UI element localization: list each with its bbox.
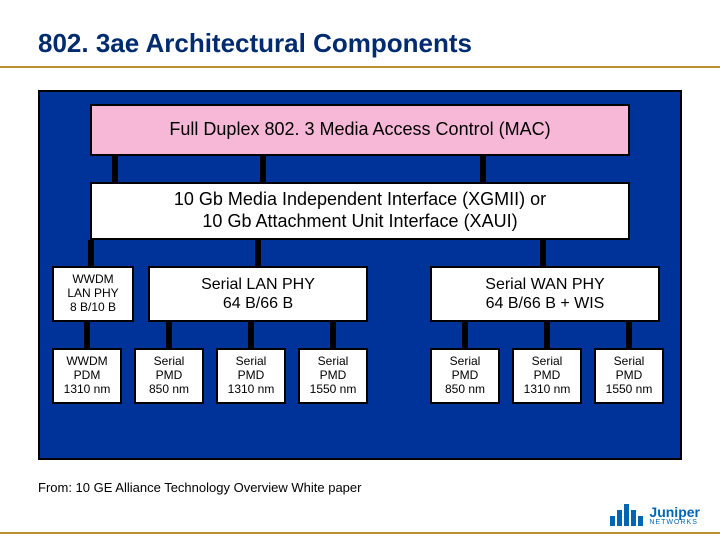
connector [112,156,118,182]
architecture-diagram: Full Duplex 802. 3 Media Access Control … [38,90,682,460]
serial-wan-l2: 64 B/66 B + WIS [485,294,604,313]
sw1310-wave: 1310 nm [524,383,571,397]
sp1550-wave: 1550 nm [310,383,357,397]
sw850-wave: 850 nm [445,383,485,397]
connector [255,240,261,266]
wwdm-lan-phy-box: WWDM LAN PHY 8 B/10 B [52,266,134,322]
mac-label: Full Duplex 802. 3 Media Access Control … [169,119,550,141]
sp-label1: Serial [606,355,653,369]
sp-label1: Serial [524,355,571,369]
xgmii-line2: 10 Gb Attachment Unit Interface (XAUI) [174,211,546,233]
wwdm-lan-l3: 8 B/10 B [67,301,118,315]
sp1310-wave: 1310 nm [228,383,275,397]
source-footer: From: 10 GE Alliance Technology Overview… [38,480,361,495]
sp-label2: PMD [310,369,357,383]
connector [166,322,172,348]
slide-title: 802. 3ae Architectural Components [38,28,472,59]
sp-label1: Serial [149,355,189,369]
serial-pmd-850-box: Serial PMD 850 nm [134,348,204,404]
serial-lan-l2: 64 B/66 B [201,294,315,313]
sp-label1: Serial [228,355,275,369]
connector [84,322,90,348]
sp-label1: Serial [310,355,357,369]
sw1550-wave: 1550 nm [606,383,653,397]
connector [480,156,486,182]
sp-label2: PMD [445,369,485,383]
serial-lan-phy-box: Serial LAN PHY 64 B/66 B [148,266,368,322]
mac-layer-box: Full Duplex 802. 3 Media Access Control … [90,104,630,156]
connector [626,322,632,348]
connector [330,322,336,348]
connector [462,322,468,348]
juniper-logo: Juniper NETWORKS [610,504,700,526]
xgmii-line1: 10 Gb Media Independent Interface (XGMII… [174,189,546,211]
title-underline [0,66,720,68]
connector [248,322,254,348]
xgmii-layer-box: 10 Gb Media Independent Interface (XGMII… [90,182,630,240]
connector [260,156,266,182]
connector [540,240,546,266]
serial-pmd-1310-box: Serial PMD 1310 nm [216,348,286,404]
sp-label2: PMD [149,369,189,383]
sp-label2: PMD [228,369,275,383]
logo-sub: NETWORKS [649,519,700,526]
serial-wan-pmd-850-box: Serial PMD 850 nm [430,348,500,404]
logo-name: Juniper [649,505,700,519]
serial-wan-phy-box: Serial WAN PHY 64 B/66 B + WIS [430,266,660,322]
wwdm-pdm-l3: 1310 nm [64,383,111,397]
serial-wan-pmd-1550-box: Serial PMD 1550 nm [594,348,664,404]
serial-wan-pmd-1310-box: Serial PMD 1310 nm [512,348,582,404]
connector [544,322,550,348]
sp-label2: PMD [606,369,653,383]
wwdm-pdm-l1: WWDM [64,355,111,369]
sp850-wave: 850 nm [149,383,189,397]
sp-label2: PMD [524,369,571,383]
wwdm-lan-l1: WWDM [67,273,118,287]
serial-wan-l1: Serial WAN PHY [485,275,604,294]
serial-lan-l1: Serial LAN PHY [201,275,315,294]
wwdm-lan-l2: LAN PHY [67,287,118,301]
wwdm-pdm-box: WWDM PDM 1310 nm [52,348,122,404]
serial-pmd-1550-box: Serial PMD 1550 nm [298,348,368,404]
connector [88,240,94,266]
wwdm-pdm-l2: PDM [64,369,111,383]
bottom-accent-line [0,532,720,534]
sp-label1: Serial [445,355,485,369]
logo-mark-icon [610,504,643,526]
